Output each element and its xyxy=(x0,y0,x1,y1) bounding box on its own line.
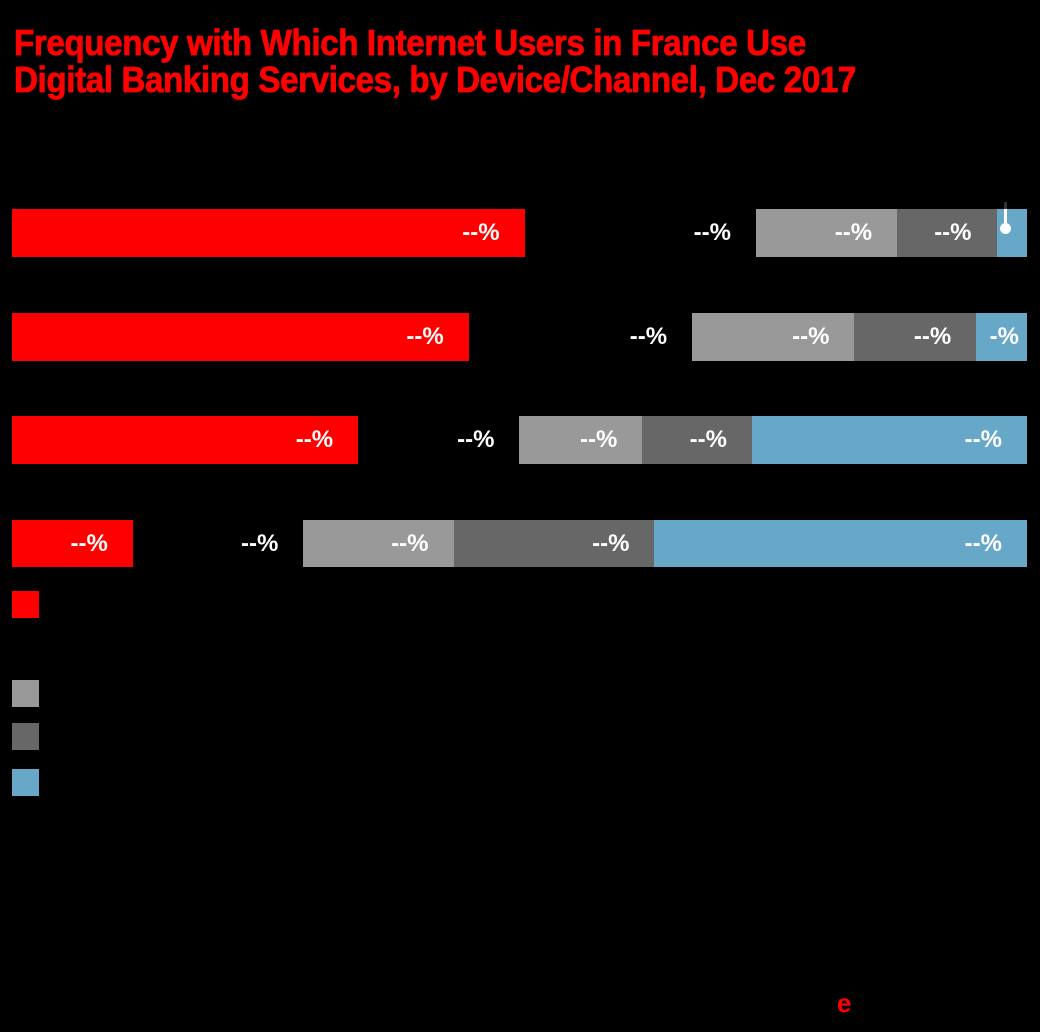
data-label: --% xyxy=(406,323,444,350)
chart-title-line-1: Frequency with Which Internet Users in F… xyxy=(14,22,807,63)
bar-2-segment-4: --% xyxy=(854,313,977,361)
chart-legend xyxy=(12,591,412,811)
bar-4-segment-2: --% xyxy=(132,520,304,567)
bar-4-segment-1: --% xyxy=(12,520,133,567)
bar-1-segment-4: --% xyxy=(897,209,997,257)
callout-leader-line xyxy=(1004,202,1007,209)
data-label: --% xyxy=(579,426,618,453)
bar-1-segment-3: --% xyxy=(755,209,898,257)
bar-3-segment-2: --% xyxy=(358,416,520,464)
bar-1-segment-1: --% xyxy=(12,209,525,257)
legend-item-2 xyxy=(12,680,51,707)
callout-stem xyxy=(1004,209,1007,229)
callout-pin-icon xyxy=(999,202,1011,238)
data-label: --% xyxy=(240,529,279,557)
data-label: --% xyxy=(391,529,429,557)
legend-swatch-red xyxy=(12,591,39,618)
data-label: --% xyxy=(913,323,952,350)
bar-row-4: --% --% --% --% --% xyxy=(12,520,1027,567)
data-label: --% xyxy=(462,219,500,246)
bar-3-segment-1: --% xyxy=(12,416,359,464)
legend-item-1 xyxy=(12,591,51,618)
bar-row-1: --% --% --% --% xyxy=(12,209,1027,257)
legend-item-4 xyxy=(12,769,51,796)
bar-3-segment-3: --% xyxy=(519,416,643,464)
legend-item-3 xyxy=(12,723,51,750)
data-label: --% xyxy=(834,219,873,246)
bar-4-segment-5: --% xyxy=(654,520,1027,567)
legend-swatch-blue xyxy=(12,769,39,796)
bar-4-segment-4: --% xyxy=(453,520,655,567)
data-label: --% xyxy=(792,323,830,350)
legend-swatch-dark-gray xyxy=(12,723,39,750)
data-label: --% xyxy=(689,426,727,453)
bar-row-2: --% --% --% --% -% xyxy=(12,313,1027,361)
bar-3-segment-4: --% xyxy=(642,416,752,464)
chart-title: Frequency with Which Internet Users in F… xyxy=(14,22,929,100)
data-label: --% xyxy=(964,426,1002,453)
data-label: --% xyxy=(592,529,630,557)
bar-2-segment-3: --% xyxy=(692,313,855,361)
legend-swatch-light-gray xyxy=(12,680,39,707)
bar-chart-plot-area: --% --% --% --% --% --% --% --% -% xyxy=(12,0,1027,600)
data-label: --% xyxy=(693,219,731,246)
callout-dot-icon xyxy=(1000,223,1011,234)
bar-4-segment-3: --% xyxy=(303,520,454,567)
bar-1-segment-2: --% xyxy=(524,209,756,257)
data-label: --% xyxy=(295,426,334,453)
data-label: --% xyxy=(70,529,108,557)
data-label: --% xyxy=(934,219,972,246)
chart-title-line-2: Digital Banking Services, by Device/Chan… xyxy=(14,59,857,100)
bar-2-segment-1: --% xyxy=(12,313,469,361)
data-label: -% xyxy=(989,323,1019,350)
data-label: --% xyxy=(964,529,1002,557)
brand-logo: e xyxy=(837,988,852,1018)
bar-2-segment-5: -% xyxy=(976,313,1027,361)
bar-3-segment-5: --% xyxy=(751,416,1027,464)
bar-row-3: --% --% --% --% --% xyxy=(12,416,1027,464)
bar-2-segment-2: --% xyxy=(468,313,693,361)
data-label: --% xyxy=(629,323,668,350)
data-label: --% xyxy=(457,426,495,453)
